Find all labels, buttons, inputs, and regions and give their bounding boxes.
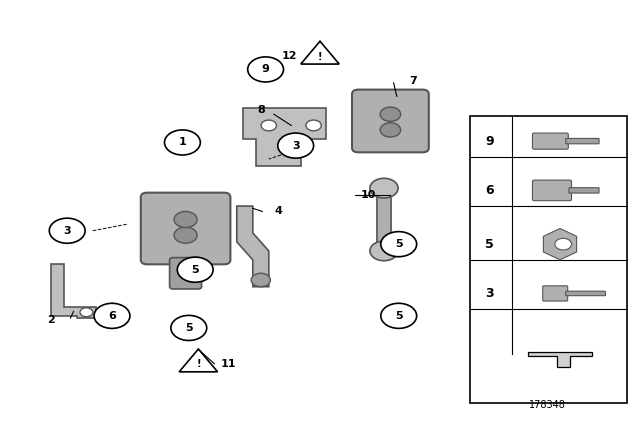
- Text: 178348: 178348: [529, 401, 566, 410]
- Polygon shape: [243, 108, 326, 166]
- Text: 5: 5: [485, 237, 494, 251]
- Text: 7: 7: [409, 76, 417, 86]
- Text: 3: 3: [485, 287, 494, 300]
- FancyBboxPatch shape: [532, 133, 568, 149]
- Text: 3: 3: [63, 226, 71, 236]
- Text: !: !: [317, 52, 323, 62]
- Circle shape: [380, 123, 401, 137]
- Text: 12: 12: [282, 51, 298, 61]
- Text: 5: 5: [395, 239, 403, 249]
- Circle shape: [171, 315, 207, 340]
- FancyBboxPatch shape: [566, 291, 605, 296]
- Text: 10: 10: [360, 190, 376, 200]
- FancyBboxPatch shape: [569, 188, 599, 193]
- Text: 3: 3: [292, 141, 300, 151]
- Text: 5: 5: [191, 265, 199, 275]
- Circle shape: [380, 107, 401, 121]
- Text: 5: 5: [395, 311, 403, 321]
- Circle shape: [164, 130, 200, 155]
- FancyBboxPatch shape: [566, 138, 599, 144]
- Polygon shape: [51, 264, 96, 318]
- Circle shape: [381, 303, 417, 328]
- Circle shape: [174, 211, 197, 228]
- FancyBboxPatch shape: [377, 187, 391, 252]
- Polygon shape: [528, 352, 592, 367]
- Text: 6: 6: [485, 184, 494, 197]
- Circle shape: [174, 227, 197, 243]
- FancyBboxPatch shape: [532, 180, 572, 201]
- Circle shape: [261, 120, 276, 131]
- Circle shape: [251, 273, 270, 287]
- Text: 11: 11: [221, 359, 236, 369]
- Circle shape: [381, 232, 417, 257]
- FancyBboxPatch shape: [352, 90, 429, 152]
- Text: 8: 8: [257, 105, 265, 115]
- Circle shape: [248, 57, 284, 82]
- Polygon shape: [237, 206, 269, 287]
- FancyBboxPatch shape: [543, 286, 568, 301]
- Circle shape: [370, 178, 398, 198]
- FancyBboxPatch shape: [470, 116, 627, 403]
- FancyBboxPatch shape: [170, 258, 202, 289]
- Circle shape: [49, 218, 85, 243]
- Text: 1: 1: [179, 138, 186, 147]
- Text: !: !: [196, 359, 201, 370]
- Circle shape: [278, 133, 314, 158]
- Text: 6: 6: [108, 311, 116, 321]
- Text: 5: 5: [185, 323, 193, 333]
- Polygon shape: [543, 228, 577, 260]
- Text: 9: 9: [262, 65, 269, 74]
- Circle shape: [177, 257, 213, 282]
- Circle shape: [94, 303, 130, 328]
- Circle shape: [306, 120, 321, 131]
- Circle shape: [555, 238, 572, 250]
- FancyBboxPatch shape: [141, 193, 230, 264]
- Text: 4: 4: [275, 207, 282, 216]
- Text: 2: 2: [47, 315, 55, 325]
- Circle shape: [80, 308, 93, 317]
- Circle shape: [370, 241, 398, 261]
- Text: 9: 9: [485, 134, 494, 148]
